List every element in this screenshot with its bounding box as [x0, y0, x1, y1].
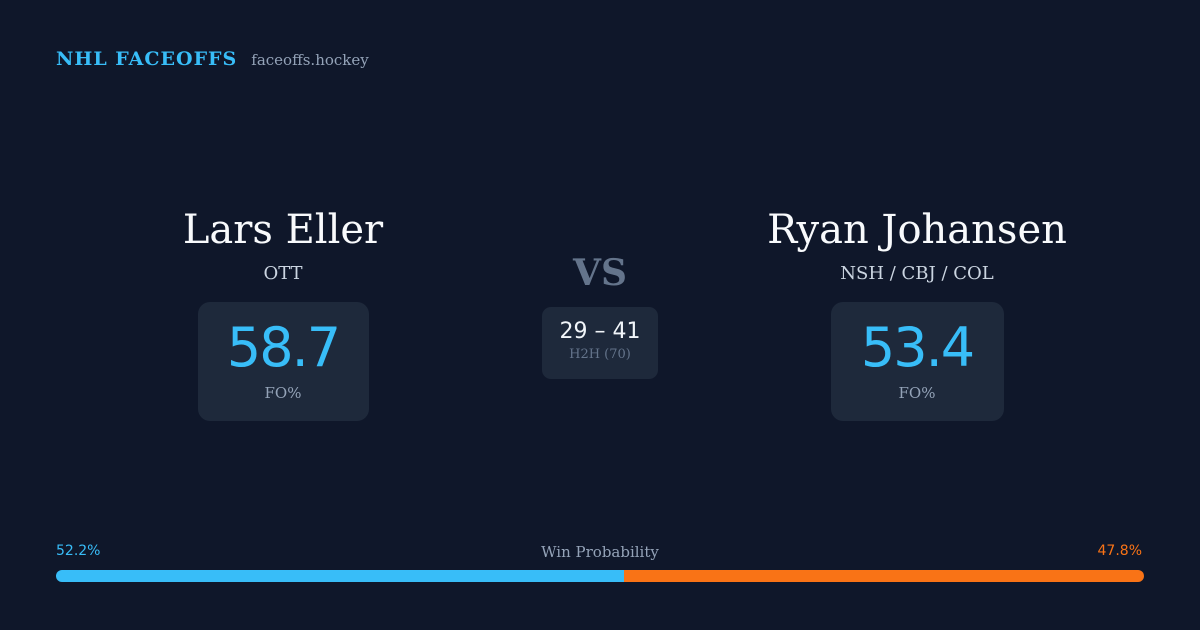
player-left-fo-label: FO% — [264, 384, 302, 402]
vs-label: VS — [573, 252, 627, 294]
player-right-fo-card: 53.4 FO% — [830, 302, 1004, 421]
win-probability-fill-right — [623, 570, 1144, 582]
player-left-team: OTT — [263, 263, 303, 284]
player-left-panel: Lars Eller OTT 58.7 FO% — [133, 200, 433, 421]
win-probability-right-value: 47.8% — [1097, 543, 1142, 559]
brand-header: NHL FACEOFFS faceoffs.hockey — [56, 48, 369, 70]
head-to-head-label: H2H (70) — [569, 347, 631, 362]
win-probability-bar — [56, 570, 1144, 582]
player-right-fo-value: 53.4 — [860, 316, 975, 379]
win-probability-left-value: 52.2% — [56, 543, 101, 559]
head-to-head-card: 29 – 41 H2H (70) — [542, 307, 658, 379]
player-right-panel: Ryan Johansen NSH / CBJ / COL 53.4 FO% — [717, 200, 1117, 421]
player-left-fo-value: 58.7 — [226, 316, 341, 379]
player-left-fo-card: 58.7 FO% — [197, 302, 369, 421]
player-right-team: NSH / CBJ / COL — [840, 263, 994, 284]
win-probability-title: Win Probability — [541, 543, 659, 561]
brand-name: NHL FACEOFFS — [56, 48, 238, 70]
head-to-head-score: 29 – 41 — [559, 319, 641, 344]
win-probability-fill-left — [56, 570, 624, 582]
player-right-fo-label: FO% — [898, 384, 936, 402]
player-left-name: Lars Eller — [182, 207, 384, 253]
player-right-name: Ryan Johansen — [767, 207, 1067, 253]
brand-url: faceoffs.hockey — [251, 51, 369, 69]
